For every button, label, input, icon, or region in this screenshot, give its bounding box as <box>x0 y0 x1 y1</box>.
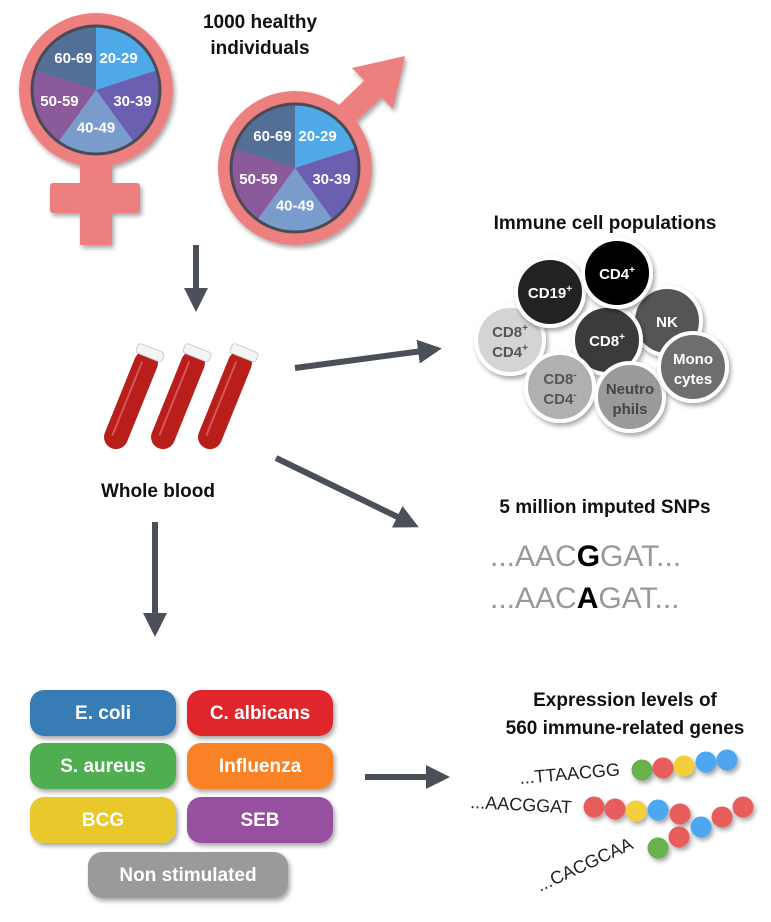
age-group-label: 40-49 <box>276 197 314 214</box>
cell-label: CD8+ <box>589 332 625 350</box>
immune-cell: CD8- CD4- <box>524 351 596 423</box>
cell-label: CD4- <box>543 390 576 408</box>
cell-label: cytes <box>674 371 712 388</box>
cell-label: CD4+ <box>599 265 635 283</box>
expression-title-line1: Expression levels of <box>533 690 717 711</box>
expression-bead <box>673 755 695 777</box>
male-age-pie: 20-29 30-39 40-49 50-59 60-69 <box>229 102 361 234</box>
snp-sequence-2: ...AACAGAT... <box>490 582 680 615</box>
sequence-text: ...AACGGAT <box>470 792 573 817</box>
stimulus-bcg: BCG <box>30 797 176 843</box>
stimulus-label: SEB <box>240 810 279 831</box>
cell-label: NK <box>656 314 678 331</box>
expression-bead <box>625 800 647 822</box>
pie-slice <box>234 104 295 168</box>
snps-title: 5 million imputed SNPs <box>499 497 710 518</box>
expression-sequences: ...TTAACGG ...AACGGAT ...CACGCAA <box>470 749 754 896</box>
expression-title-line2: 560 immune-related genes <box>506 718 745 739</box>
immune-cell: CD8+ CD4+ <box>474 304 546 376</box>
stimulus-s-aureus: S. aureus <box>30 743 176 789</box>
pie-slice <box>32 70 96 142</box>
immune-cells-title: Immune cell populations <box>494 213 717 234</box>
age-group-label: 40-49 <box>77 119 115 136</box>
immune-cell: Neutro phils <box>594 361 666 433</box>
immune-cell: CD4+ <box>581 237 653 309</box>
stimulus-non-stimulated: Non stimulated <box>88 852 288 898</box>
stimuli-grid: E. coli C. albicans S. aureus Influenza BCG S… <box>30 690 333 898</box>
sequence-text: ...CACGCAA <box>533 834 636 896</box>
expression-bead <box>583 796 605 818</box>
expression-bead <box>690 816 712 838</box>
expression-bead <box>604 798 626 820</box>
age-group-label: 30-39 <box>312 171 350 188</box>
pie-slice <box>295 148 359 220</box>
stimulus-e-coli: E. coli <box>30 690 176 736</box>
age-group-label: 60-69 <box>253 128 291 145</box>
cohort-title-line2: individuals <box>210 38 309 59</box>
whole-blood-label: Whole blood <box>101 481 215 502</box>
snp-sequence-1: ...AACGGAT... <box>490 540 681 573</box>
stimulus-label: S. aureus <box>60 756 146 777</box>
cell-label: Mono <box>673 351 713 368</box>
expression-bead <box>631 759 653 781</box>
sequence-text: ...TTAACGG <box>519 759 621 788</box>
expression-bead <box>669 803 691 825</box>
expression-sequence: ...TTAACGG <box>519 749 738 788</box>
cell-label: CD8+ <box>492 323 528 341</box>
age-group-label: 20-29 <box>99 50 137 67</box>
expression-bead <box>647 837 669 859</box>
stimulus-label: Influenza <box>219 756 302 777</box>
expression-bead <box>652 757 674 779</box>
immune-cell-cluster: CD8+ CD4+ CD19+ NK CD8+ CD4+ CD8- CD4- Neutro phi… <box>474 237 729 433</box>
immune-cell: CD19+ <box>514 256 586 328</box>
pie-slice <box>96 26 157 90</box>
expression-bead <box>668 826 690 848</box>
immune-cell: CD8+ <box>571 304 643 376</box>
female-age-pie: 20-29 30-39 40-49 50-59 60-69 <box>30 24 162 156</box>
cell-label: phils <box>612 401 647 418</box>
stimulus-influenza: Influenza <box>187 743 333 789</box>
stimulus-label: E. coli <box>75 703 131 724</box>
pie-slice <box>295 104 356 168</box>
cohort-title-line1: 1000 healthy <box>203 12 317 33</box>
stimulus-label: BCG <box>82 810 124 831</box>
expression-bead <box>716 749 738 771</box>
expression-bead <box>695 751 717 773</box>
arrow-diagonal-icon <box>274 455 419 528</box>
cell-label: CD19+ <box>528 284 572 302</box>
pie-slice <box>231 148 295 220</box>
age-group-label: 20-29 <box>298 128 336 145</box>
expression-bead <box>647 799 669 821</box>
stimulus-seb: SEB <box>187 797 333 843</box>
pie-slice <box>96 70 161 142</box>
stimulus-c-albicans: C. albicans <box>187 690 333 736</box>
expression-sequence: ...AACGGAT <box>470 792 691 825</box>
expression-bead <box>711 806 733 828</box>
snp-sequences: ...AACGGAT... ...AACAGAT... <box>490 540 681 615</box>
age-group-label: 50-59 <box>239 171 277 188</box>
pie-slice <box>35 26 96 90</box>
stimulus-label: Non stimulated <box>119 865 256 886</box>
pie-slice <box>257 168 333 233</box>
blood-tubes-icon <box>104 343 259 450</box>
age-group-label: 50-59 <box>40 93 78 110</box>
cell-label: Neutro <box>606 381 654 398</box>
age-group-label: 60-69 <box>54 50 92 67</box>
arrow-right-icon <box>294 339 442 371</box>
age-group-label: 30-39 <box>113 93 151 110</box>
pie-slice <box>58 90 134 155</box>
stimulus-label: C. albicans <box>210 703 310 724</box>
cell-label: CD4+ <box>492 343 528 361</box>
immune-cell: Mono cytes <box>657 331 729 403</box>
expression-bead <box>732 796 754 818</box>
cell-label: CD8- <box>543 370 576 388</box>
